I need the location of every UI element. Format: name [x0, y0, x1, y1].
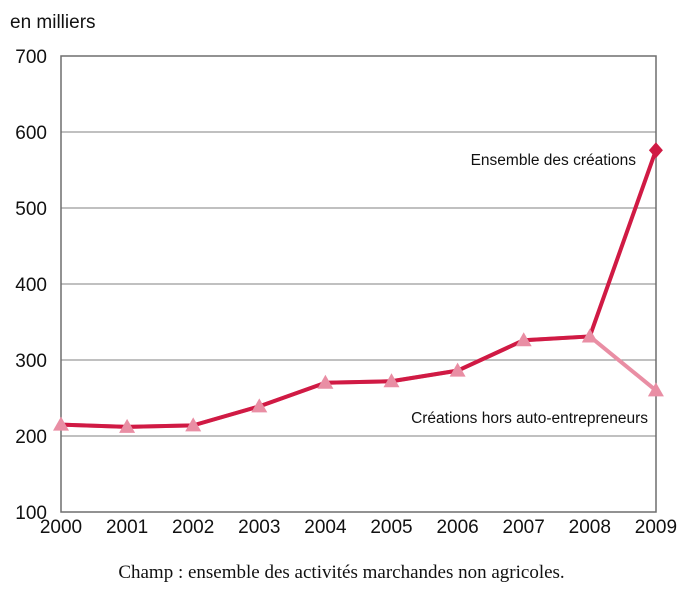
x-tick-label: 2005 [370, 517, 412, 538]
x-tick-label: 2008 [569, 517, 611, 538]
y-tick-label: 200 [15, 427, 47, 448]
x-tick-label: 2002 [172, 517, 214, 538]
plot-frame [60, 55, 657, 513]
data-point-triangle [185, 417, 202, 432]
y-tick-label: 300 [15, 351, 47, 372]
footnote: Champ : ensemble des activités marchande… [118, 562, 565, 583]
y-tick-label: 600 [15, 123, 47, 144]
series-label-hors-auto-entrepreneurs: Créations hors auto-entrepreneurs [411, 410, 648, 427]
data-point-triangle [383, 373, 400, 388]
gridlines [61, 131, 656, 437]
y-axis-ticks: 100 200 300 400 500 600 700 [15, 47, 47, 524]
data-point-triangle [53, 416, 69, 431]
series-layer [53, 142, 664, 433]
x-axis-ticks: 2000 2001 2002 2003 2004 2005 2006 2007 2008 2009 [40, 517, 677, 538]
y-tick-label: 400 [15, 275, 47, 296]
x-tick-label: 2007 [503, 517, 545, 538]
data-point-triangle [449, 362, 466, 377]
series-label-ensemble: Ensemble des créations [471, 152, 637, 169]
data-point-triangle [317, 374, 334, 389]
data-point-triangle [251, 398, 268, 413]
x-tick-label: 2006 [436, 517, 478, 538]
data-point-triangle [515, 332, 532, 347]
x-tick-label: 2000 [40, 517, 82, 538]
data-point-triangle [581, 328, 598, 343]
series-line-0 [59, 148, 658, 429]
y-tick-label: 700 [15, 47, 47, 68]
y-tick-label: 100 [15, 503, 47, 524]
x-tick-label: 2009 [635, 517, 677, 538]
x-tick-label: 2004 [304, 517, 347, 538]
x-tick-label: 2001 [106, 517, 148, 538]
data-point-diamond [648, 142, 663, 159]
y-unit-label: en milliers [10, 12, 96, 33]
data-point-triangle [119, 418, 136, 433]
y-tick-label: 500 [15, 199, 47, 220]
x-tick-label: 2003 [238, 517, 280, 538]
data-point-triangle [647, 382, 664, 397]
